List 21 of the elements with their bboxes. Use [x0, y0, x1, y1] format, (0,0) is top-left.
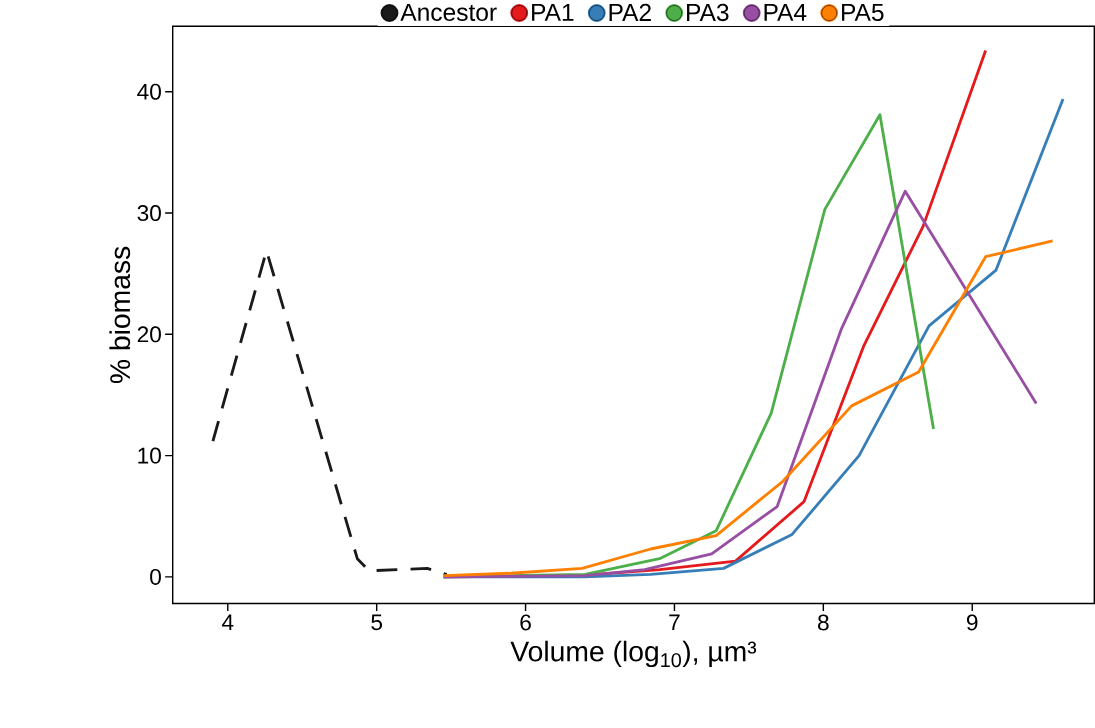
legend-label: PA3 — [687, 3, 729, 21]
legend-label: PA4 — [764, 3, 807, 21]
legend-label: PA2 — [609, 3, 651, 21]
x-tick-label: 5 — [371, 614, 383, 631]
legend-label: Ancestor — [400, 3, 497, 21]
line-series — [442, 189, 1038, 579]
y-tick-label: 20 — [137, 326, 161, 343]
y-tick-label: 40 — [137, 83, 161, 100]
y-tick-label: 30 — [137, 204, 161, 221]
y-tick-label: 10 — [138, 447, 161, 464]
legend-label: PA5 — [842, 3, 884, 21]
line-series — [442, 239, 1055, 577]
x-axis-title: Volume (log$_{10}$), µm³ — [510, 640, 757, 667]
x-tick-label: 7 — [669, 614, 680, 630]
y-axis-title: % biomass — [109, 246, 131, 383]
x-tick-label: 6 — [520, 614, 531, 631]
x-tick-label: 8 — [818, 614, 829, 631]
x-tick-label: 4 — [222, 614, 234, 630]
legend-label: PA1 — [532, 3, 574, 21]
x-tick-label: 9 — [966, 614, 978, 631]
y-tick-label: 0 — [150, 568, 161, 585]
